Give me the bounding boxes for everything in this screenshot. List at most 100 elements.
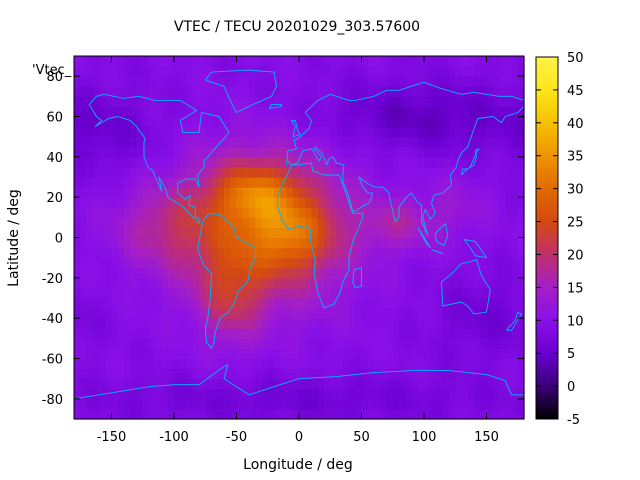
heatmap-cell: [180, 146, 188, 158]
heatmap-cell: [411, 177, 419, 188]
heatmap-cell: [186, 378, 194, 390]
heatmap-cell: [349, 217, 356, 229]
heatmap-cell: [330, 156, 338, 168]
heatmap-cell: [392, 257, 400, 269]
heatmap-cell: [499, 86, 506, 97]
heatmap-cell: [292, 358, 300, 370]
heatmap-cell: [149, 267, 156, 279]
heatmap-cell: [374, 378, 381, 390]
heatmap-cell: [336, 187, 344, 198]
heatmap-cell: [261, 126, 269, 138]
heatmap-cell: [74, 197, 81, 208]
heatmap-cell: [399, 328, 406, 339]
heatmap-cell: [492, 227, 500, 239]
heatmap-cell: [492, 177, 500, 188]
heatmap-cell: [292, 257, 300, 269]
heatmap-cell: [149, 106, 156, 118]
heatmap-cell: [211, 398, 219, 410]
heatmap-cell: [224, 348, 231, 360]
heatmap-cell: [155, 388, 163, 400]
heatmap-cell: [161, 106, 169, 118]
heatmap-cell: [324, 267, 331, 279]
heatmap-cell: [261, 378, 269, 390]
heatmap-cell: [236, 146, 244, 158]
heatmap-cell: [480, 358, 488, 370]
heatmap-cell: [224, 187, 231, 198]
heatmap-cell: [292, 328, 300, 339]
heatmap-cell: [224, 388, 231, 400]
heatmap-cell: [230, 227, 238, 239]
heatmap-cell: [399, 207, 406, 218]
heatmap-cell: [361, 166, 369, 178]
heatmap-cell: [399, 287, 406, 299]
heatmap-cell: [499, 368, 506, 380]
heatmap-cell: [217, 156, 225, 168]
heatmap-cell: [280, 197, 288, 208]
heatmap-cell: [324, 76, 331, 87]
heatmap-cell: [386, 408, 394, 420]
heatmap-cell: [505, 247, 513, 259]
heatmap-cell: [249, 227, 256, 239]
heatmap-cell: [511, 86, 519, 97]
heatmap-cell: [411, 217, 419, 229]
heatmap-cell: [380, 257, 388, 269]
y-tick-label: 40: [46, 151, 63, 166]
heatmap-cell: [511, 318, 519, 329]
heatmap-cell: [342, 56, 350, 67]
heatmap-cell: [299, 136, 306, 148]
heatmap-cell: [361, 136, 369, 148]
heatmap-cell: [461, 146, 469, 158]
heatmap-cell: [261, 166, 269, 178]
heatmap-cell: [155, 106, 163, 118]
heatmap-cell: [230, 368, 238, 380]
heatmap-cell: [411, 116, 419, 128]
heatmap-cell: [330, 207, 338, 218]
heatmap-cell: [499, 76, 506, 87]
heatmap-cell: [224, 56, 231, 67]
heatmap-cell: [386, 217, 394, 229]
heatmap-cell: [424, 146, 431, 158]
heatmap-cell: [480, 388, 488, 400]
heatmap-cell: [261, 257, 269, 269]
heatmap-cell: [236, 257, 244, 269]
heatmap-cell: [305, 287, 313, 299]
heatmap-cell: [480, 126, 488, 138]
heatmap-cell: [242, 328, 250, 339]
heatmap-cell: [430, 96, 438, 108]
heatmap-cell: [367, 177, 375, 188]
heatmap-cell: [130, 66, 138, 77]
heatmap-cell: [136, 86, 144, 97]
heatmap-cell: [330, 257, 338, 269]
heatmap-cell: [411, 257, 419, 269]
heatmap-cell: [255, 308, 263, 319]
heatmap-cell: [105, 318, 113, 329]
heatmap-cell: [361, 177, 369, 188]
heatmap-cell: [449, 358, 456, 370]
heatmap-cell: [405, 76, 413, 87]
heatmap-cell: [517, 177, 525, 188]
heatmap-cell: [267, 338, 275, 350]
heatmap-cell: [117, 136, 125, 148]
heatmap-cell: [355, 287, 363, 299]
heatmap-cell: [442, 86, 450, 97]
y-tick-label: -60: [42, 353, 63, 368]
heatmap-cell: [217, 76, 225, 87]
heatmap-cell: [80, 56, 88, 67]
heatmap-cell: [117, 328, 125, 339]
heatmap-cell: [311, 197, 319, 208]
heatmap-cell: [111, 76, 119, 87]
heatmap-cell: [392, 298, 400, 309]
heatmap-cell: [517, 267, 525, 279]
heatmap-cell: [449, 106, 456, 118]
heatmap-cell: [467, 388, 475, 400]
heatmap-cell: [349, 368, 356, 380]
heatmap-cell: [442, 398, 450, 410]
heatmap-cell: [199, 106, 206, 118]
heatmap-cell: [392, 287, 400, 299]
heatmap-cell: [299, 378, 306, 390]
heatmap-cell: [330, 388, 338, 400]
heatmap-cell: [230, 96, 238, 108]
heatmap-cell: [386, 358, 394, 370]
heatmap-cell: [436, 76, 444, 87]
